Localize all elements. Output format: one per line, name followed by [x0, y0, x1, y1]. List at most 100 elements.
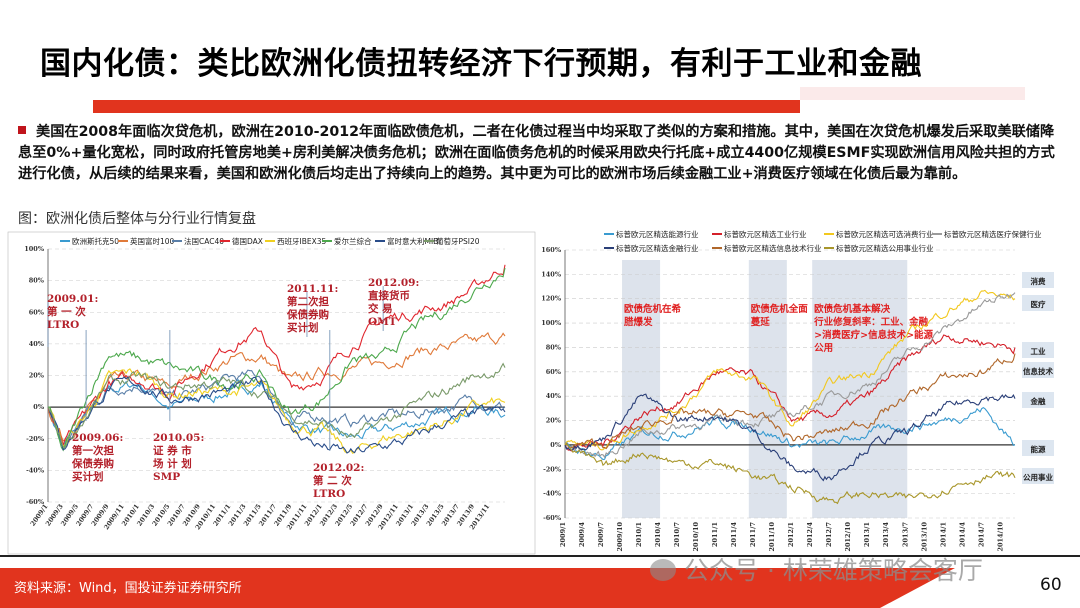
- annotation-label: 直接货币: [368, 289, 410, 302]
- annotation-label: 第 二 次: [313, 474, 352, 487]
- annotation-label: 第二次担: [287, 295, 329, 308]
- annotation-label: 2010.05:: [153, 432, 204, 444]
- y-tick-label: -60%: [543, 514, 562, 522]
- series-line: [564, 393, 1016, 482]
- period-label: 欧债危机基本解决: [814, 303, 891, 315]
- annotation-label: 2009.06:: [72, 432, 123, 444]
- annotation-label: 证 券 市: [153, 444, 192, 457]
- annotation-label: SMP: [153, 471, 180, 483]
- x-tick-label: 2011/10: [768, 522, 776, 552]
- legend-label: 葡萄牙PSI20: [436, 236, 480, 246]
- end-label-box: [1022, 295, 1054, 311]
- x-tick-label: 2010/7: [673, 522, 681, 547]
- x-tick-label: 2013/7: [901, 522, 909, 547]
- legend-label: 标普欧元区精选能源行业: [616, 229, 699, 239]
- period-label: 欧债危机全面: [751, 303, 809, 315]
- y-tick-label: 20%: [29, 372, 45, 380]
- y-tick-label: 100%: [541, 319, 562, 327]
- x-tick-label: 2013/4: [882, 522, 890, 547]
- y-tick-label: 0%: [33, 403, 45, 411]
- x-tick-label: 2014/4: [958, 522, 966, 547]
- x-tick-label: 2014/1: [939, 522, 947, 547]
- end-label: 金融: [1030, 396, 1047, 406]
- y-tick-label: 40%: [546, 392, 562, 400]
- legend-label: 爱尔兰综合: [334, 236, 372, 246]
- series-line: [564, 289, 1016, 451]
- x-tick-label: 2009/4: [578, 522, 586, 547]
- period-label: 公用: [814, 343, 833, 354]
- legend-label: 西班牙IBEX35: [277, 236, 327, 246]
- watermark-text: 公众号 · 林荣雄策略会客厅: [684, 556, 983, 585]
- annotation-label: 第 一 次: [47, 305, 86, 318]
- series-line: [564, 353, 1016, 450]
- source-note: 资料来源：Wind，国投证券证券研究所: [14, 581, 242, 596]
- end-label-box: [1022, 392, 1054, 408]
- y-tick-label: -20%: [543, 465, 562, 473]
- x-tick-label: 2010/10: [692, 522, 700, 552]
- end-label: 医疗: [1031, 299, 1047, 309]
- annotation-label: 买计划: [287, 321, 319, 334]
- y-tick-label: 40%: [29, 340, 45, 348]
- x-tick-label: 2013/1: [863, 522, 871, 547]
- x-tick-label: 2010/1: [635, 522, 643, 547]
- annotation-label: OMT: [368, 316, 397, 328]
- series-line: [564, 443, 1016, 505]
- annotation-label: LTRO: [313, 488, 345, 500]
- annotation-label: 交 易: [368, 302, 393, 315]
- x-tick-label: 2009/10: [616, 522, 624, 552]
- y-tick-label: 60%: [29, 308, 45, 316]
- legend-label: 标普欧元区精选可选消费行业: [836, 229, 934, 239]
- y-tick-label: -20%: [26, 435, 45, 443]
- end-label: 消费: [1031, 276, 1047, 286]
- charts-area: 100%80%60%40%20%0%-20%-40%-60%2009/12009…: [7, 229, 1054, 555]
- annotation-label: 2011.11:: [287, 283, 338, 295]
- annotation-label: 保债券购: [286, 308, 329, 321]
- annotation-label: 买计划: [72, 470, 104, 483]
- watermark: 公众号 · 林荣雄策略会客厅: [650, 551, 983, 587]
- legend-label: 标普欧元区精选医疗保健行业: [944, 229, 1042, 239]
- x-tick-label: 2013/10: [920, 522, 928, 552]
- period-label: 蔓延: [751, 316, 771, 328]
- annotation-label: 2012.02:: [313, 462, 364, 474]
- bullet-text: 美国在2008年面临次贷危机，欧洲在2010-2012年面临欧债危机，二者在化债…: [18, 124, 1055, 182]
- y-tick-label: 160%: [541, 246, 562, 254]
- x-tick-label: 2012/10: [844, 522, 852, 552]
- annotation-label: 保债券购: [71, 457, 114, 470]
- x-tick-label: 2012/1: [787, 522, 795, 547]
- bullet-paragraph: 美国在2008年面临次贷危机，欧洲在2010-2012年面临欧债危机，二者在化债…: [18, 122, 1063, 185]
- bullet-square-icon: [18, 126, 26, 134]
- end-label: 公用事业: [1023, 472, 1053, 482]
- end-label: 能源: [1031, 444, 1047, 454]
- y-tick-label: -40%: [543, 490, 562, 498]
- end-label-box: [1022, 342, 1054, 358]
- series-line: [47, 369, 506, 446]
- annotation-label: LTRO: [47, 319, 79, 331]
- period-label: 行业修复斜率：工业、金融: [813, 316, 929, 328]
- x-tick-label: 2014/10: [996, 522, 1004, 552]
- divider-line: [0, 555, 1080, 557]
- end-label-box: [1022, 272, 1054, 288]
- figure-caption: 图：欧洲化债后整体与分行业行情复盘: [18, 211, 256, 227]
- x-tick-label: 2011/1: [711, 522, 719, 547]
- end-label-box: [1022, 468, 1054, 484]
- y-tick-label: -60%: [26, 498, 45, 506]
- shaded-period: [622, 260, 661, 518]
- annotation-label: 第一次担: [72, 444, 114, 457]
- annotation-label: 场 计 划: [153, 457, 192, 470]
- legend-label: 富时意大利MIB: [387, 236, 438, 246]
- y-tick-label: -40%: [26, 466, 45, 474]
- y-tick-label: 20%: [546, 417, 562, 425]
- x-tick-label: 2012/4: [806, 522, 814, 547]
- shaded-period: [812, 260, 908, 518]
- end-label-box: [1022, 362, 1054, 378]
- x-tick-label: 2010/4: [654, 522, 662, 547]
- footer-band: [0, 568, 955, 608]
- y-tick-label: 80%: [29, 277, 45, 285]
- period-label: 腊爆发: [624, 316, 653, 328]
- y-tick-label: 100%: [24, 245, 45, 253]
- title-accent-bar: [93, 100, 800, 113]
- end-label: 信息技术: [1023, 366, 1053, 376]
- y-tick-label: 120%: [541, 295, 562, 303]
- legend-label: 欧洲斯托克50: [72, 236, 119, 246]
